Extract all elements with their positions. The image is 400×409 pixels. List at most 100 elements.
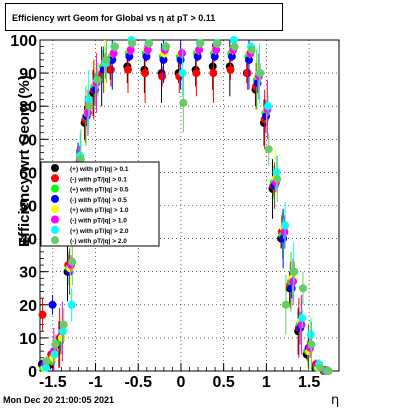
data-point bbox=[279, 234, 288, 243]
y-tick-label: 80 bbox=[19, 99, 37, 116]
timestamp: Mon Dec 20 21:00:05 2021 bbox=[3, 395, 115, 405]
data-point bbox=[51, 340, 60, 349]
data-point bbox=[85, 102, 94, 111]
data-point bbox=[158, 72, 167, 81]
y-tick-label: 100 bbox=[10, 33, 37, 50]
data-point bbox=[210, 52, 219, 61]
legend-marker bbox=[51, 174, 59, 183]
data-point bbox=[177, 49, 186, 58]
data-point bbox=[76, 155, 85, 164]
y-tick-label: 40 bbox=[19, 232, 37, 249]
legend-label: (-) with pT/|q| > 1.0 bbox=[70, 218, 127, 225]
data-point bbox=[178, 69, 187, 78]
data-point bbox=[307, 340, 316, 349]
y-tick-label: 50 bbox=[19, 199, 37, 216]
data-point bbox=[50, 350, 59, 359]
legend-label: (+) with pT/|q| > 1.0 bbox=[70, 207, 129, 214]
data-point bbox=[42, 357, 51, 366]
data-point bbox=[208, 62, 217, 71]
data-point bbox=[41, 363, 50, 372]
data-point bbox=[108, 55, 117, 64]
data-point bbox=[264, 102, 273, 111]
data-point bbox=[316, 363, 325, 372]
data-point bbox=[272, 168, 281, 177]
data-point bbox=[306, 330, 315, 339]
legend-label: (-) with pT/|q| > 2.0 bbox=[70, 238, 127, 245]
data-point bbox=[289, 277, 298, 286]
data-point bbox=[67, 300, 76, 309]
x-tick-label: -0.5 bbox=[124, 374, 152, 391]
x-tick-label: 0.5 bbox=[213, 374, 235, 391]
y-tick-label: 70 bbox=[19, 132, 37, 149]
data-point bbox=[226, 65, 235, 74]
y-tick-label: 20 bbox=[19, 298, 37, 315]
legend-marker bbox=[51, 205, 59, 214]
data-point bbox=[84, 108, 93, 117]
legend-label: (-) with pT/|q| > 0.5 bbox=[70, 197, 127, 204]
x-tick-label: 0 bbox=[177, 374, 186, 391]
data-point bbox=[324, 367, 333, 375]
data-point bbox=[280, 227, 289, 236]
legend-box bbox=[40, 161, 160, 247]
data-point bbox=[109, 49, 118, 58]
data-point bbox=[287, 284, 296, 293]
data-point bbox=[195, 45, 204, 54]
data-point bbox=[213, 39, 222, 48]
data-point bbox=[298, 284, 307, 293]
data-point bbox=[227, 52, 236, 61]
data-point bbox=[93, 75, 102, 84]
data-point bbox=[196, 39, 205, 48]
data-point bbox=[159, 55, 168, 64]
data-point bbox=[162, 42, 171, 51]
data-point bbox=[290, 267, 299, 276]
y-tick-label: 30 bbox=[19, 265, 37, 282]
data-point bbox=[209, 69, 218, 78]
legend-label: (+) with pT/|q| > 0.1 bbox=[70, 166, 129, 173]
data-point bbox=[59, 327, 68, 336]
data-point bbox=[229, 36, 238, 44]
legend-marker bbox=[51, 184, 59, 193]
data-point bbox=[281, 300, 290, 309]
data-point bbox=[142, 52, 151, 61]
data-point bbox=[193, 52, 202, 61]
data-point bbox=[102, 55, 111, 64]
data-point bbox=[243, 69, 252, 78]
title-box: Efficiency wrt Geom for Global vs η at p… bbox=[5, 3, 283, 31]
x-tick-label: 1 bbox=[262, 374, 271, 391]
data-point bbox=[281, 221, 290, 230]
legend-label: (-) with pT/|q| > 0.1 bbox=[70, 176, 127, 183]
data-point bbox=[68, 257, 77, 266]
data-point bbox=[141, 69, 150, 78]
data-point bbox=[230, 42, 239, 51]
data-point bbox=[48, 300, 57, 309]
data-point bbox=[247, 45, 256, 54]
y-tick-label: 90 bbox=[19, 66, 37, 83]
y-tick-label: 0 bbox=[28, 364, 37, 381]
data-point bbox=[256, 69, 265, 78]
legend-marker bbox=[51, 236, 59, 245]
data-point bbox=[125, 52, 134, 61]
data-point bbox=[128, 39, 137, 48]
data-point bbox=[273, 175, 282, 184]
data-point bbox=[179, 98, 188, 107]
data-point bbox=[297, 320, 306, 329]
data-point bbox=[106, 65, 115, 74]
data-point bbox=[244, 55, 253, 64]
data-point bbox=[126, 45, 135, 54]
data-point bbox=[38, 310, 47, 319]
x-tick-label: 1.5 bbox=[298, 374, 320, 391]
data-point bbox=[145, 39, 154, 48]
x-axis-label: η bbox=[331, 393, 340, 408]
legend-marker bbox=[51, 164, 59, 172]
data-point bbox=[84, 95, 93, 104]
data-point bbox=[212, 45, 221, 54]
data-point bbox=[264, 145, 273, 154]
legend-marker bbox=[51, 225, 59, 234]
y-tick-label: 10 bbox=[19, 331, 37, 348]
chart-title: Efficiency wrt Geom for Global vs η at p… bbox=[12, 13, 216, 23]
data-point bbox=[143, 45, 152, 54]
data-point bbox=[298, 314, 307, 323]
data-point bbox=[111, 42, 120, 51]
legend-label: (+) with pT/|q| > 2.0 bbox=[70, 228, 129, 235]
